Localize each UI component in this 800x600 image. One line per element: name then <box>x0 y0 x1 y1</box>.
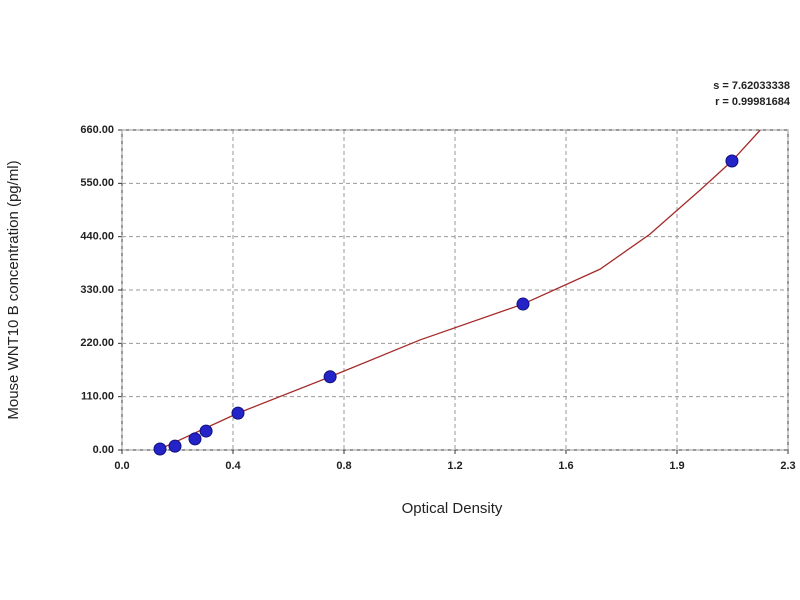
y-tick-label: 110.00 <box>81 391 114 403</box>
x-tick-label: 1.2 <box>447 460 462 472</box>
data-point <box>725 154 739 168</box>
data-point <box>516 297 530 311</box>
y-tick-label: 550.00 <box>80 177 114 189</box>
annotation: s = 7.62033338 <box>713 80 790 92</box>
data-point <box>188 432 202 446</box>
x-tick-label: 1.6 <box>558 460 573 472</box>
data-point <box>153 442 167 456</box>
y-tick-label: 440.00 <box>80 231 114 243</box>
y-tick-label: 220.00 <box>80 337 114 349</box>
x-tick-label: 1.9 <box>669 460 684 472</box>
data-point <box>231 406 245 420</box>
y-tick-label: 330.00 <box>80 284 114 296</box>
fit-curve <box>159 130 761 450</box>
y-tick-label: 0.00 <box>93 444 114 456</box>
x-tick-label: 0.0 <box>114 460 129 472</box>
x-tick-label: 0.4 <box>225 460 241 472</box>
data-point <box>323 370 337 384</box>
data-point <box>168 439 182 453</box>
x-tick-label: 0.8 <box>336 460 351 472</box>
data-point <box>199 424 213 438</box>
y-tick-label: 660.00 <box>80 124 114 136</box>
x-tick-label: 2.3 <box>780 460 795 472</box>
y-axis-title: Mouse WNT10 B concentration (pg/ml) <box>5 160 22 419</box>
annotation: r = 0.99981684 <box>715 96 791 108</box>
x-axis-title: Optical Density <box>402 500 503 517</box>
